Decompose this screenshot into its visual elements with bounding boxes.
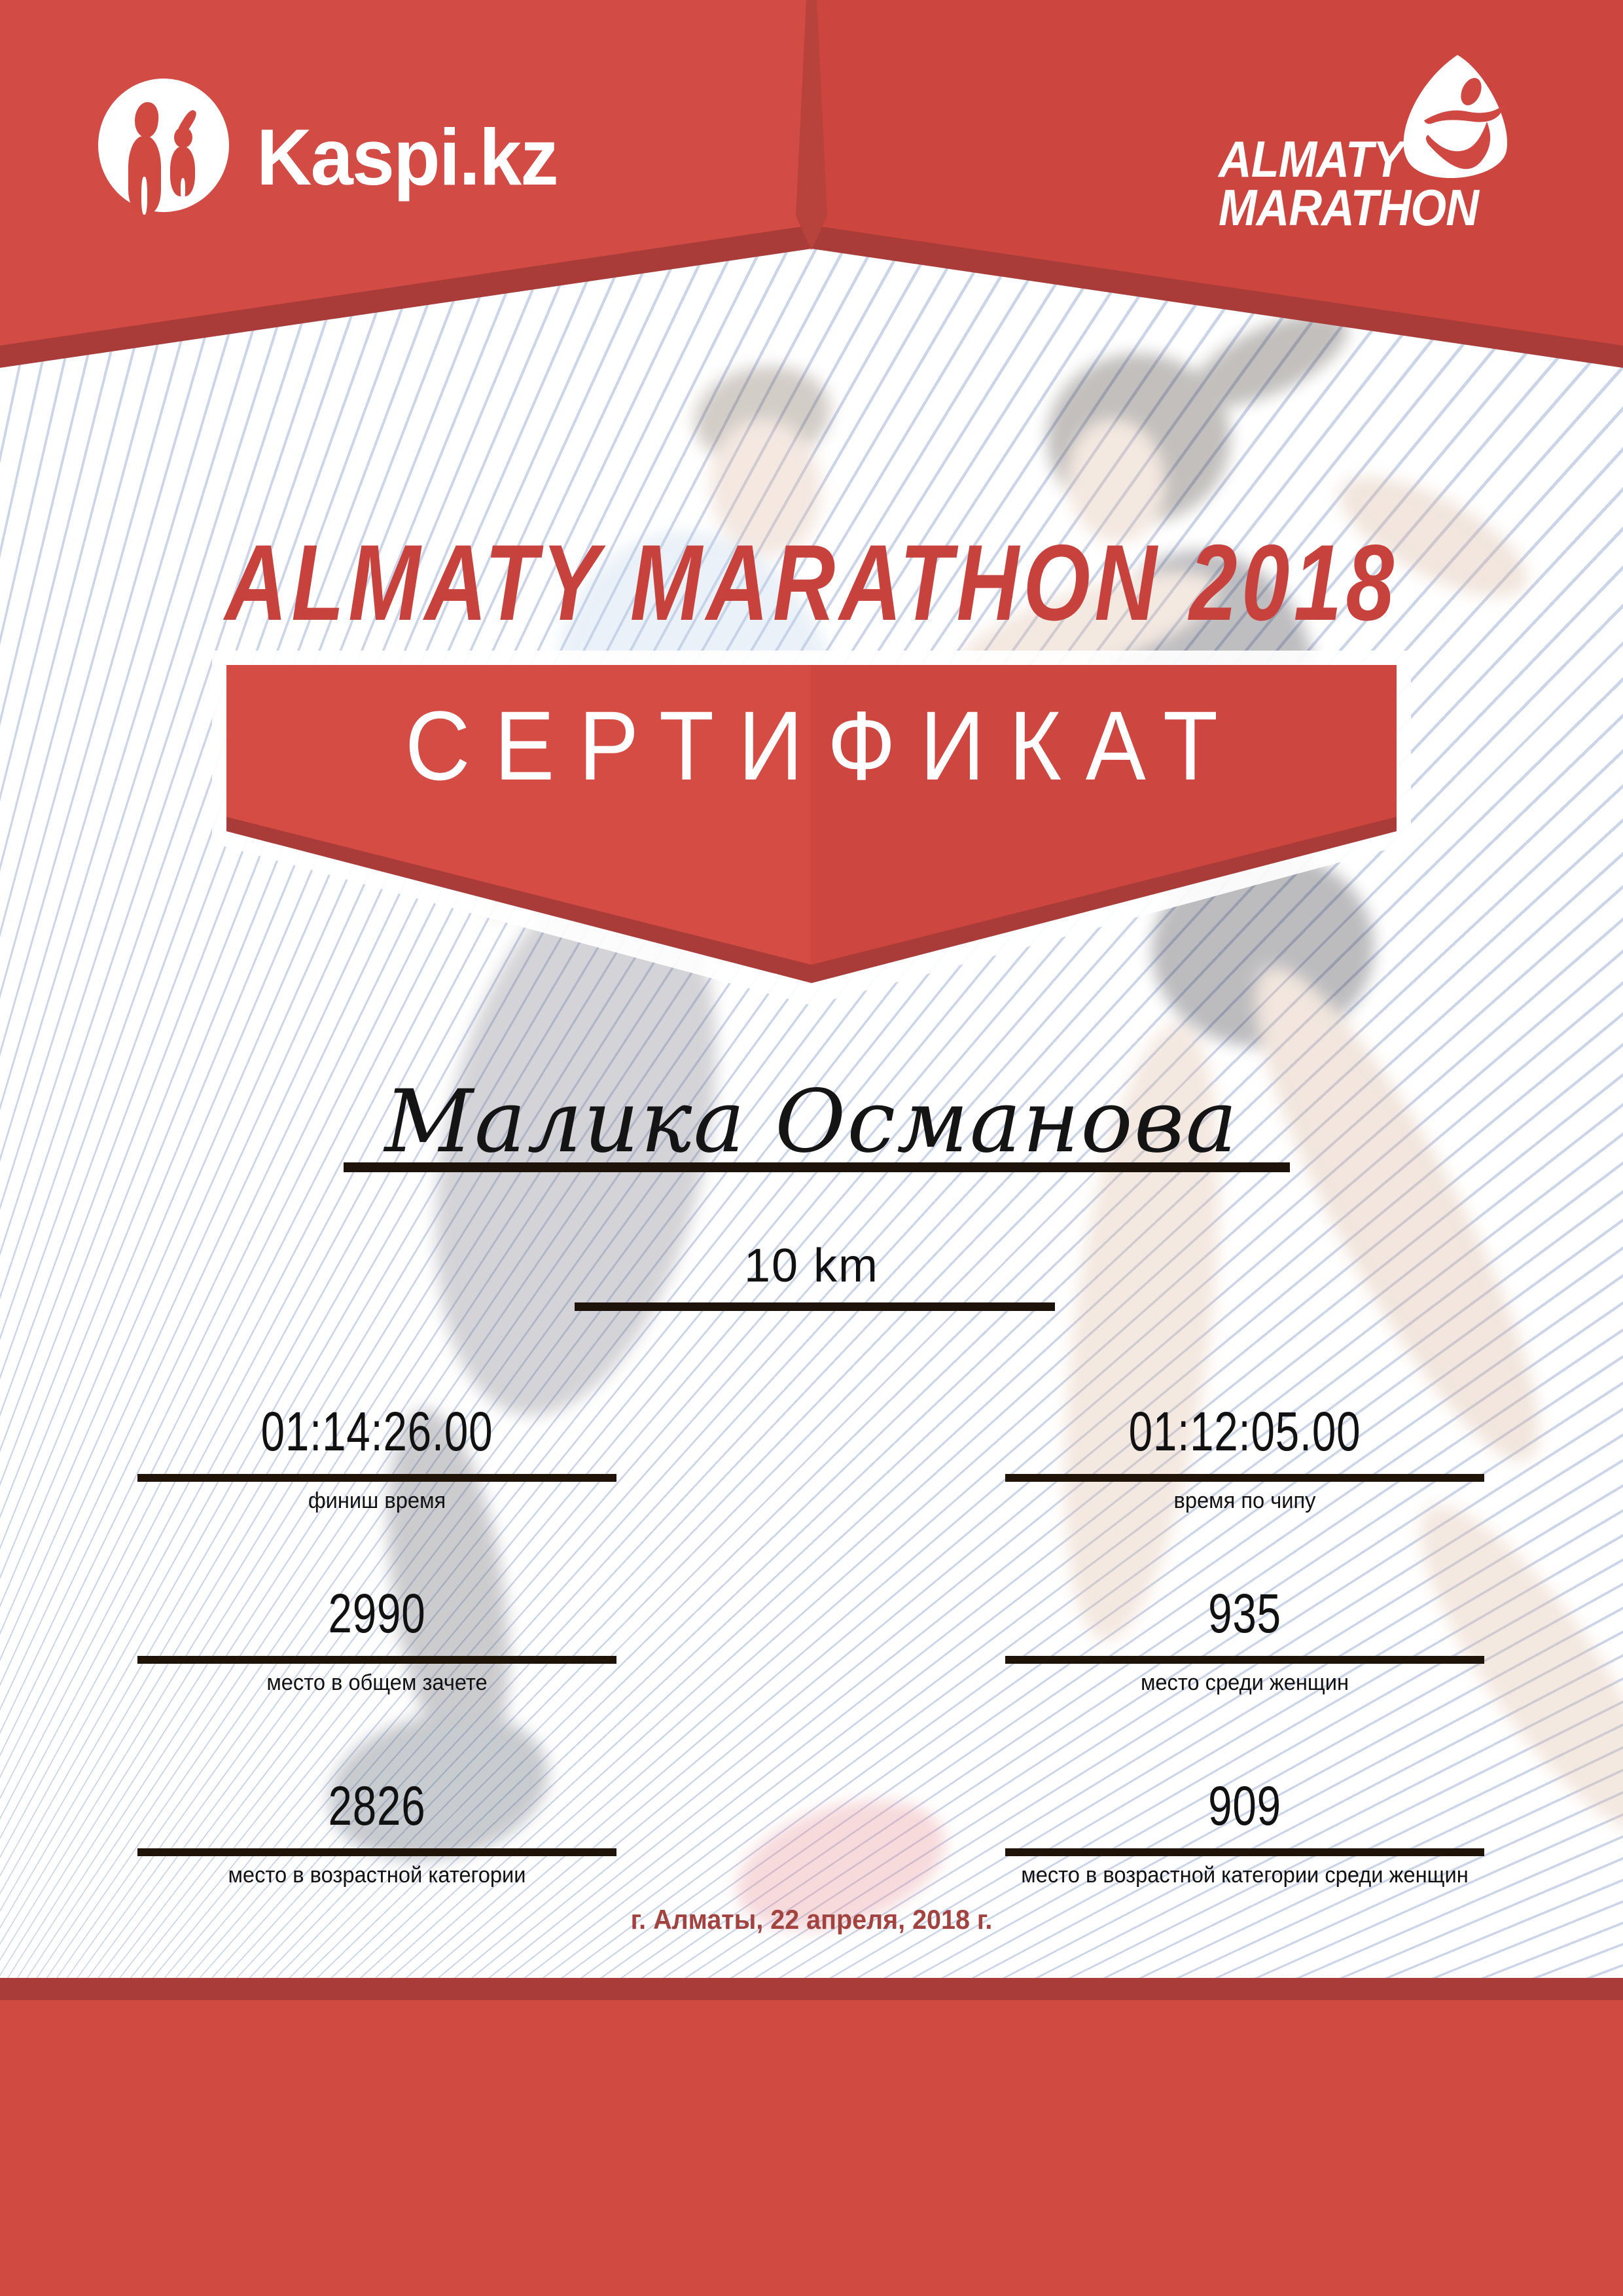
stat-value: 2826 (328, 1775, 426, 1837)
stat-divider (137, 1474, 616, 1482)
stat-value: 01:14:26.00 (260, 1401, 493, 1462)
race-distance: 10 km (743, 1240, 880, 1292)
kaspi-logo-text: Kaspi.kz (257, 113, 559, 202)
stat-divider (137, 1848, 616, 1856)
almaty-marathon-logo-text: ALMATY MARATHON (1219, 130, 1479, 236)
stat-label: место в возрастной категории среди женщи… (1021, 1863, 1469, 1888)
stat-value: 01:12:05.00 (1128, 1401, 1361, 1462)
stat-value: 935 (1208, 1583, 1281, 1644)
stat-age-category-place: 2826 место в возрастной категории (137, 1778, 616, 1886)
stat-label: место среди женщин (1140, 1670, 1349, 1695)
stat-divider (137, 1656, 616, 1664)
stat-value: 2990 (328, 1583, 426, 1644)
stat-label: место в возрастной категории (228, 1863, 526, 1888)
recipient-name: Малика Османова (384, 1071, 1239, 1172)
stat-age-category-women-place: 909 место в возрастной категории среди ж… (1005, 1778, 1484, 1886)
almaty-marathon-runner-pick-icon (1403, 55, 1508, 179)
stat-overall-place: 2990 место в общем зачете (137, 1586, 616, 1694)
certificate-label: СЕРТИФИКАТ (404, 691, 1242, 800)
stat-value: 909 (1208, 1775, 1281, 1837)
stat-label: финиш время (308, 1488, 446, 1513)
page-title: ALMATY MARATHON 2018 (224, 522, 1399, 643)
stat-women-place: 935 место среди женщин (1005, 1586, 1484, 1694)
stat-label: время по чипу (1173, 1488, 1316, 1513)
event-date: г. Алматы, 22 апреля, 2018 г. (630, 1904, 993, 1935)
name-underline (344, 1162, 1290, 1172)
distance-underline (575, 1302, 1055, 1311)
stat-divider (1005, 1656, 1484, 1664)
stat-divider (1005, 1848, 1484, 1856)
kaspi-family-icon (98, 79, 229, 215)
stat-divider (1005, 1474, 1484, 1482)
stat-chip-time: 01:12:05.00 время по чипу (1005, 1404, 1484, 1512)
stat-label: место в общем зачете (266, 1670, 488, 1695)
footer-sponsor-band (0, 1978, 1623, 2296)
stat-finish-time: 01:14:26.00 финиш время (137, 1404, 616, 1512)
